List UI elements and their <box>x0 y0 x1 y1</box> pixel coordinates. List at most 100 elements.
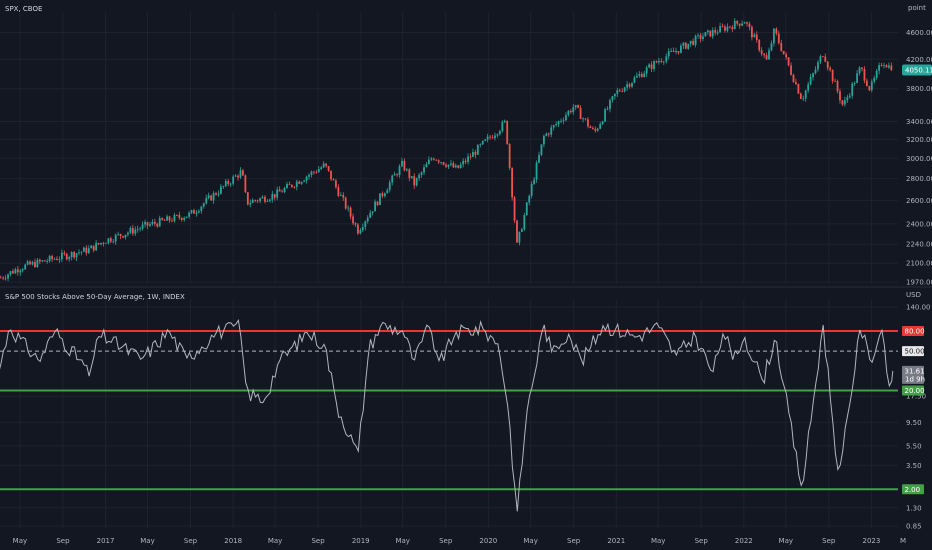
price-candle <box>166 216 168 221</box>
price-candle <box>332 179 335 181</box>
price-candle <box>631 82 633 87</box>
price-candle <box>276 189 279 198</box>
price-candle <box>589 126 592 128</box>
price-candle <box>53 258 56 260</box>
price-candle <box>261 196 264 199</box>
price-candle <box>97 242 100 245</box>
price-candle <box>498 130 501 135</box>
price-candle <box>212 193 215 201</box>
level-20-badge-bg <box>902 385 924 396</box>
time-axis[interactable]: May Sep 2017 May Sep 2018 May Sep 2019 May Sep 2020… <box>13 537 906 545</box>
price-candle <box>180 217 183 220</box>
price-candle <box>596 128 599 131</box>
price-candle <box>834 80 836 82</box>
price-candle <box>105 243 107 244</box>
price-candle <box>232 176 235 184</box>
price-pane[interactable]: SPX, CBOE point 4600.00 4200.00 3800.00 340… <box>0 4 932 287</box>
price-candle <box>65 253 68 260</box>
price-axis-tick: 3200.00 <box>906 136 932 144</box>
indicator-axis[interactable]: 140.00 17.50 9.50 5.50 3.50 1.30 0.85 <box>906 304 931 531</box>
price-candle <box>802 98 805 100</box>
price-candle <box>46 261 49 262</box>
price-candle <box>758 40 761 51</box>
price-candle <box>171 220 173 222</box>
price-candle <box>136 229 139 230</box>
price-candle <box>364 221 367 227</box>
price-candle <box>702 36 704 40</box>
price-candle <box>560 121 562 122</box>
price-candle <box>16 269 19 273</box>
price-candle <box>188 212 191 217</box>
indicator-pane[interactable]: S&P 500 Stocks Above 50-Day Average, 1W,… <box>0 291 931 531</box>
price-candle <box>29 261 31 265</box>
price-candle <box>227 180 230 185</box>
price-candle <box>31 261 34 265</box>
price-axis[interactable]: 4600.00 4200.00 3800.00 3400.00 3200.00 3000.… <box>906 29 932 286</box>
price-candle <box>445 164 447 167</box>
price-candle <box>543 135 545 145</box>
price-candle <box>572 107 575 113</box>
price-candle <box>371 211 374 213</box>
price-candle <box>863 69 866 81</box>
price-candle <box>662 61 665 63</box>
price-candle <box>327 166 330 171</box>
price-candle <box>692 40 695 45</box>
price-candle <box>728 26 731 28</box>
indicator-unit-label: USD <box>906 291 921 299</box>
price-candle <box>68 257 71 260</box>
price-candle <box>706 30 709 33</box>
price-candle <box>361 226 364 230</box>
price-candle <box>92 245 95 251</box>
price-candle <box>658 60 660 63</box>
time-axis-label: Sep <box>567 537 581 545</box>
price-candle <box>587 119 589 127</box>
price-axis-tick: 2400.00 <box>906 220 932 228</box>
price-candle <box>467 156 469 163</box>
price-candle <box>220 186 222 194</box>
price-candle <box>278 189 281 192</box>
price-candle <box>405 169 408 171</box>
price-candle <box>464 160 467 163</box>
price-candle <box>689 40 692 44</box>
price-candle <box>63 252 66 254</box>
price-candle <box>851 83 854 96</box>
price-candle <box>865 80 868 87</box>
price-candle <box>437 160 440 163</box>
price-candle <box>569 110 572 113</box>
time-axis-label: May <box>779 537 793 545</box>
price-candle <box>582 118 584 120</box>
price-candle <box>300 181 303 184</box>
price-candle <box>489 136 491 138</box>
price-candle <box>628 84 631 87</box>
price-candle <box>777 33 780 43</box>
price-candle <box>508 144 511 168</box>
price-candle <box>210 195 213 201</box>
indicator-badges: 80.00 50.00 31.61 1d 9h 20.00 2.00 <box>902 326 925 495</box>
price-candle <box>100 242 102 245</box>
price-axis-tick: 2800.00 <box>906 175 932 183</box>
price-candle <box>878 65 881 71</box>
price-candle <box>237 175 239 178</box>
price-candle <box>780 42 783 51</box>
indicator-axis-tick: 3.50 <box>906 462 922 470</box>
price-candle <box>410 176 413 178</box>
price-candle <box>161 218 164 220</box>
time-axis-label: Sep <box>439 537 453 545</box>
price-candle <box>242 170 244 176</box>
price-candle <box>726 26 729 31</box>
price-candle <box>472 152 474 157</box>
price-candle <box>281 191 283 193</box>
price-candle <box>109 238 112 242</box>
price-candle <box>826 61 829 68</box>
price-candle <box>462 160 465 165</box>
time-axis-label: 2020 <box>479 537 497 545</box>
price-candle <box>215 193 217 195</box>
time-axis-label: May <box>268 537 282 545</box>
price-candle <box>474 152 477 155</box>
indicator-pane-title: S&P 500 Stocks Above 50-Day Average, 1W,… <box>5 293 185 301</box>
price-candle <box>724 26 726 31</box>
price-candle <box>533 179 536 184</box>
price-candle <box>804 90 807 99</box>
price-candle <box>366 217 369 222</box>
